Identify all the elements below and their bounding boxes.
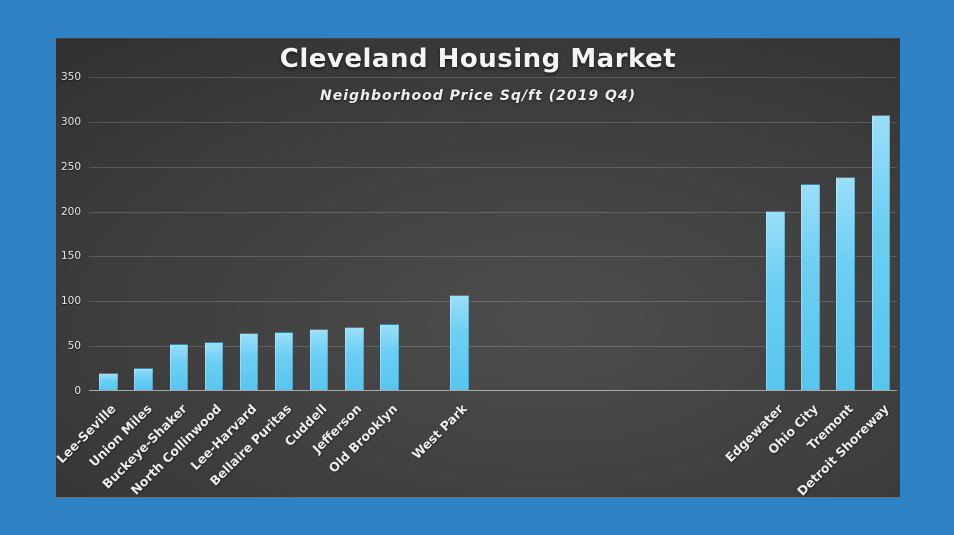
bar-jefferson: [345, 327, 364, 390]
bar-ohio-city: [801, 183, 820, 390]
bar-cuddell: [309, 328, 329, 390]
bar-bellaire-puritas: [274, 331, 294, 390]
gridline-350: [89, 77, 897, 78]
bar-tremont: [836, 177, 855, 390]
chart-title: Cleveland Housing Market: [279, 44, 677, 74]
bar-detroit-shoreway: [871, 115, 890, 390]
gridline-50: [89, 346, 897, 348]
x-axis-line: [89, 390, 897, 391]
chart-panel: Cleveland Housing Market Neighborhood Pr…: [54, 38, 900, 499]
bar-west-park: [450, 294, 469, 390]
plot-area: 0 50 100 150 200 250 300 350 Lee-Seville Union Mi…: [54, 72, 897, 499]
gridline-150: [89, 256, 897, 258]
y-axis-tick-label-200: 200: [60, 205, 81, 218]
gridline-300: [89, 121, 897, 123]
bar-union-miles: [134, 368, 153, 390]
x-axis-category-label-west-park: West Park: [409, 401, 471, 463]
y-axis-tick-label-50: 50: [67, 340, 81, 353]
gridline-200: [89, 211, 897, 213]
bar-north-collinwood: [204, 342, 224, 390]
y-axis-tick-label-250: 250: [60, 160, 81, 173]
gridline-100: [89, 301, 897, 303]
bar-old-brooklyn: [380, 324, 399, 390]
gridline-250: [89, 166, 897, 168]
y-axis-tick-label-350: 350: [60, 71, 81, 83]
bar-edgewater: [766, 211, 785, 390]
bar-buckeye-shaker: [169, 344, 188, 390]
y-axis-tick-label-300: 300: [60, 115, 81, 128]
y-axis-tick-label-100: 100: [60, 295, 81, 308]
bar-lee-seville: [99, 372, 118, 390]
y-axis-tick-label-150: 150: [60, 250, 81, 263]
bar-lee-harvard: [239, 333, 259, 390]
chart-subtitle: Neighborhood Price Sq/ft (2019 Q4): [320, 88, 636, 104]
y-axis-tick-label-0: 0: [74, 385, 81, 397]
